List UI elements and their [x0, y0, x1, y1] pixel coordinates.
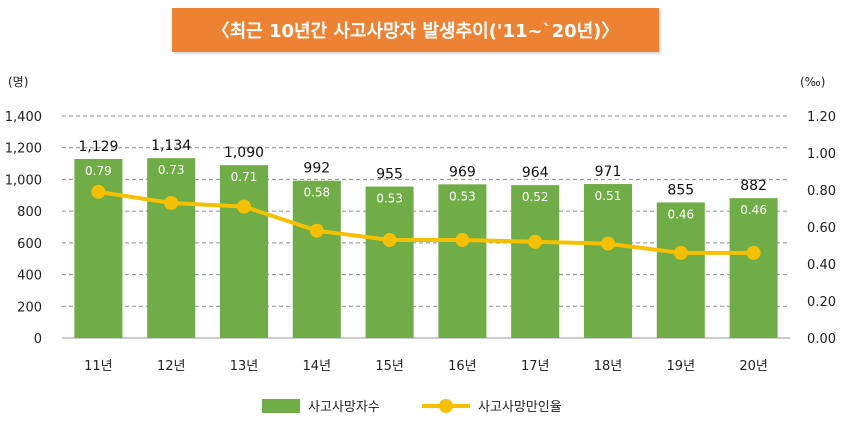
bar-value-label: 969 [449, 164, 476, 180]
x-tick-label: 19년 [667, 359, 696, 374]
bar [292, 180, 341, 338]
right-axis: 0.00 0.20 0.40 0.60 0.80 1.00 1.20 [807, 110, 836, 347]
right-tick-label: 0.20 [807, 295, 836, 310]
rate-point [309, 223, 324, 238]
rate-value-label: 0.58 [303, 186, 330, 200]
rate-point [91, 184, 106, 199]
left-tick-label: 400 [17, 269, 42, 284]
rate-line [98, 189, 754, 255]
line-series: 0.79 0.73 0.71 0.58 0.53 0.53 0.52 0.51 0.46 0.46 [85, 163, 767, 260]
x-tick-label: 18년 [594, 359, 623, 374]
legend-line-marker [439, 399, 453, 413]
right-tick-label: 1.20 [807, 110, 836, 125]
x-axis: 11년 12년 13년 14년 15년 16년 17년 18년 19년 20년 [84, 359, 768, 374]
x-tick-label: 13년 [230, 359, 259, 374]
rate-value-label: 0.79 [85, 164, 112, 178]
x-tick-label: 14년 [303, 359, 332, 374]
left-tick-label: 600 [17, 237, 42, 252]
legend: 사고사망자수 사고사망만인율 [262, 399, 562, 415]
left-tick-label: 800 [17, 205, 42, 220]
bar [656, 202, 705, 338]
bar [511, 185, 560, 338]
rate-value-label: 0.46 [667, 207, 694, 221]
rate-point [455, 232, 470, 247]
left-axis: 0 200 400 600 800 1,000 1,200 1,400 [5, 110, 42, 347]
legend-line-label: 사고사망만인율 [478, 400, 562, 415]
bar-value-label: 1,134 [151, 138, 191, 154]
x-tick-label: 11년 [84, 359, 113, 374]
right-tick-label: 1.00 [807, 147, 836, 162]
rate-value-label: 0.53 [449, 189, 476, 203]
right-axis-unit: (‰) [800, 75, 825, 89]
rate-point [382, 232, 397, 247]
rate-value-label: 0.73 [158, 163, 185, 177]
left-tick-label: 1,000 [5, 173, 42, 188]
bar-series: 1,129 1,134 1,090 992 955 969 964 971 855 882 [74, 138, 778, 338]
x-tick-label: 15년 [375, 359, 404, 374]
rate-point [237, 199, 251, 214]
rate-value-label: 0.51 [595, 189, 622, 203]
left-tick-label: 0 [34, 332, 42, 347]
right-tick-label: 0.80 [807, 184, 836, 199]
bar-value-label: 992 [303, 161, 330, 177]
bar-value-label: 855 [667, 182, 694, 198]
bar [365, 186, 414, 338]
right-tick-label: 0.40 [807, 258, 836, 273]
bar [583, 184, 633, 338]
right-tick-label: 0.00 [807, 332, 836, 347]
left-axis-unit: (명) [8, 75, 28, 89]
right-tick-label: 0.60 [807, 221, 836, 236]
left-tick-label: 1,200 [5, 142, 42, 157]
rate-value-label: 0.53 [376, 192, 403, 206]
chart-title: 〈최근 10년간 사고사망자 발생추이('11~`20년)〉 [172, 8, 659, 52]
rate-point [528, 234, 543, 249]
bar-value-label: 964 [522, 165, 549, 181]
bar [219, 165, 269, 338]
x-tick-label: 12년 [157, 359, 186, 374]
rate-point [746, 245, 761, 260]
bar-value-label: 1,090 [224, 145, 264, 161]
rate-point [673, 245, 688, 260]
bar-value-label: 1,129 [78, 139, 118, 155]
rate-point [601, 236, 615, 251]
left-tick-label: 200 [17, 300, 42, 315]
legend-bar-swatch [262, 399, 300, 413]
rate-value-label: 0.71 [231, 170, 258, 184]
rate-point [164, 195, 179, 210]
rate-value-label: 0.52 [522, 190, 549, 204]
bar-value-label: 882 [740, 178, 767, 194]
bar [729, 198, 778, 338]
bar-value-label: 971 [595, 164, 622, 180]
legend-bar-label: 사고사망자수 [308, 400, 380, 415]
rate-value-label: 0.46 [740, 203, 767, 217]
bar [147, 158, 196, 338]
bar-value-label: 955 [376, 167, 403, 183]
left-tick-label: 1,400 [5, 110, 42, 125]
x-tick-label: 16년 [448, 359, 477, 374]
bar [438, 184, 487, 338]
x-tick-label: 17년 [521, 359, 550, 374]
x-tick-label: 20년 [739, 359, 768, 374]
